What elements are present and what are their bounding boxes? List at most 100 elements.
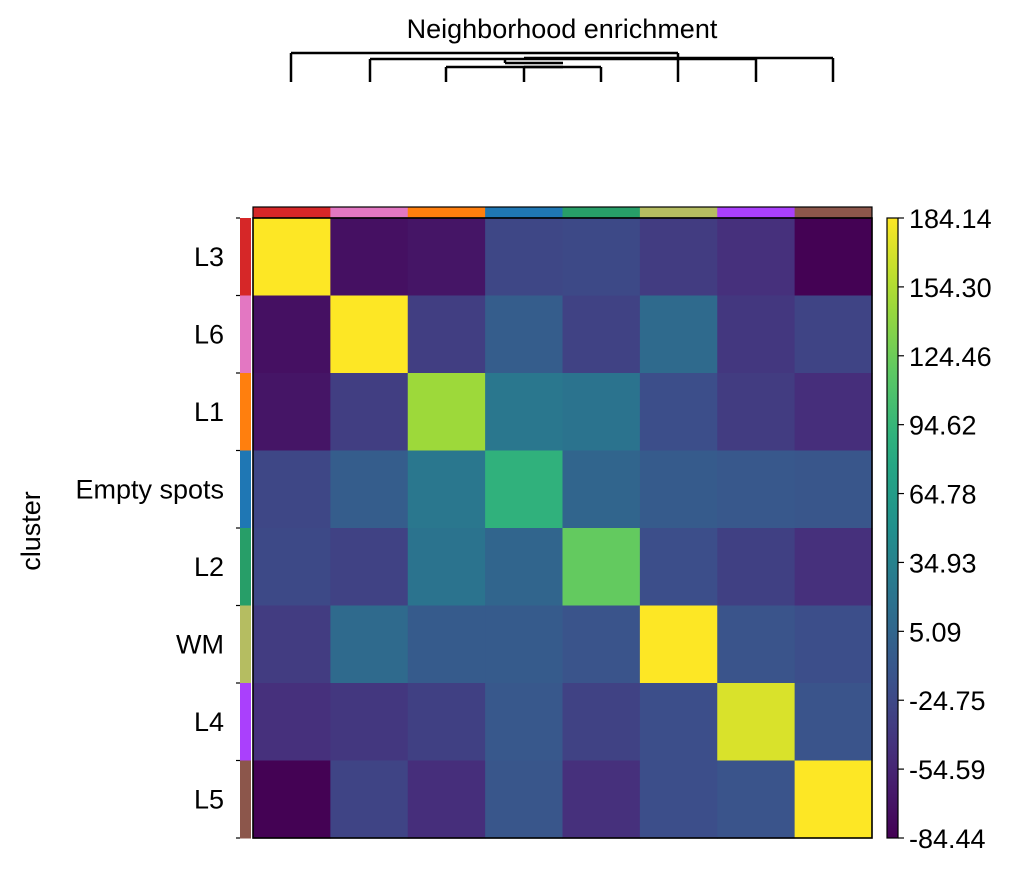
heatmap-cell [794, 218, 873, 297]
heatmap-cell [562, 760, 641, 839]
colorbar: 184.14 154.30 124.46 94.62 64.78 34.93 5.09 -24… [886, 204, 992, 854]
colorbar-tick-label: 64.78 [909, 480, 977, 510]
heatmap-cell [407, 450, 486, 529]
heatmap-cell [253, 683, 331, 762]
heatmap-cell [562, 683, 641, 762]
colorbar-tick-label: 154.30 [909, 273, 992, 303]
heatmap-cell [717, 605, 796, 684]
heatmap-cell [562, 295, 641, 374]
heatmap-cell [407, 218, 486, 297]
heatmap-cell [717, 683, 796, 762]
heatmap-cell [794, 683, 873, 762]
heatmap-cell [717, 218, 796, 297]
heatmap-cell [639, 760, 718, 839]
heatmap-cell [330, 683, 409, 762]
heatmap-cell [330, 605, 409, 684]
row-color-bar [236, 217, 251, 839]
column-color-swatch [407, 207, 486, 218]
heatmap-cell [485, 373, 564, 452]
row-color-swatch [240, 218, 251, 296]
heatmap-cell [330, 528, 409, 607]
heatmap-cell [253, 450, 331, 529]
heatmap-cell [562, 528, 641, 607]
heatmap-cell [794, 450, 873, 529]
colorbar-tick-label: -84.44 [909, 824, 986, 854]
row-labels: L3 L6 L1 Empty spots L2 WM L4 L5 [75, 242, 224, 815]
column-color-swatch [639, 207, 718, 218]
heatmap-cell [794, 528, 873, 607]
heatmap-cell [794, 373, 873, 452]
heatmap-cell [794, 295, 873, 374]
colorbar-tick-label: -24.75 [909, 686, 986, 716]
heatmap-cell [717, 450, 796, 529]
heatmap-cell [485, 528, 564, 607]
heatmap-cells [253, 218, 873, 839]
colorbar-tick-label: 34.93 [909, 548, 977, 578]
row-color-swatch [240, 450, 251, 529]
colorbar-tick-label: 94.62 [909, 411, 977, 441]
heatmap-cell [639, 295, 718, 374]
heatmap-cell [639, 605, 718, 684]
heatmap-cell [562, 373, 641, 452]
heatmap-cell [253, 528, 331, 607]
column-color-bar [252, 206, 873, 219]
column-color-swatch [253, 207, 331, 218]
heatmap-cell [485, 683, 564, 762]
heatmap-frame [252, 217, 873, 839]
heatmap-cell [717, 295, 796, 374]
row-label: L1 [194, 397, 224, 427]
heatmap-cell [407, 373, 486, 452]
heatmap-cell [253, 373, 331, 452]
column-color-swatch [330, 207, 409, 218]
heatmap-cell [562, 450, 641, 529]
colorbar-tick-label: 184.14 [909, 204, 992, 234]
colorbar-tick-label: -54.59 [909, 755, 986, 785]
column-color-swatch [794, 207, 873, 218]
row-label: Empty spots [75, 474, 224, 504]
heatmap-cell [485, 295, 564, 374]
row-color-swatch [240, 373, 251, 451]
heatmap-cell [330, 218, 409, 297]
heatmap-cell [330, 760, 409, 839]
row-color-swatch [240, 605, 251, 684]
heatmap-cell [639, 373, 718, 452]
heatmap-cell [794, 760, 873, 839]
heatmap-cell [407, 528, 486, 607]
chart-title: Neighborhood enrichment [407, 14, 718, 44]
y-axis-label: cluster [16, 491, 46, 571]
row-color-swatch [240, 760, 251, 839]
heatmap-cell [330, 373, 409, 452]
heatmap-cell [407, 295, 486, 374]
heatmap-cell [562, 218, 641, 297]
heatmap-cell [639, 683, 718, 762]
heatmap-cell [639, 528, 718, 607]
heatmap-cell [407, 760, 486, 839]
heatmap-cell [639, 218, 718, 297]
heatmap-cell [330, 450, 409, 529]
heatmap-cell [485, 760, 564, 839]
row-label: L3 [194, 242, 224, 272]
column-color-swatch [485, 207, 563, 218]
row-label: L6 [194, 319, 224, 349]
colorbar-tick-label: 5.09 [909, 617, 962, 647]
row-color-swatch [240, 295, 251, 374]
colorbar-tick-label: 124.46 [909, 342, 992, 372]
colorbar-gradient [886, 217, 899, 839]
heatmap-cell [485, 605, 564, 684]
heatmap-cell [330, 295, 409, 374]
row-color-swatch [240, 528, 251, 606]
row-color-swatch [240, 683, 251, 761]
heatmap-cell [717, 760, 796, 839]
row-label: L2 [194, 552, 224, 582]
heatmap-cell [253, 218, 331, 297]
heatmap-cell [717, 528, 796, 607]
heatmap-cell [407, 605, 486, 684]
dendrogram [289, 51, 835, 82]
row-label: L4 [194, 707, 224, 737]
row-label: L5 [194, 784, 224, 814]
heatmap-cell [407, 683, 486, 762]
heatmap-cell [562, 605, 641, 684]
heatmap-cell [794, 605, 873, 684]
heatmap-cell [253, 760, 331, 839]
